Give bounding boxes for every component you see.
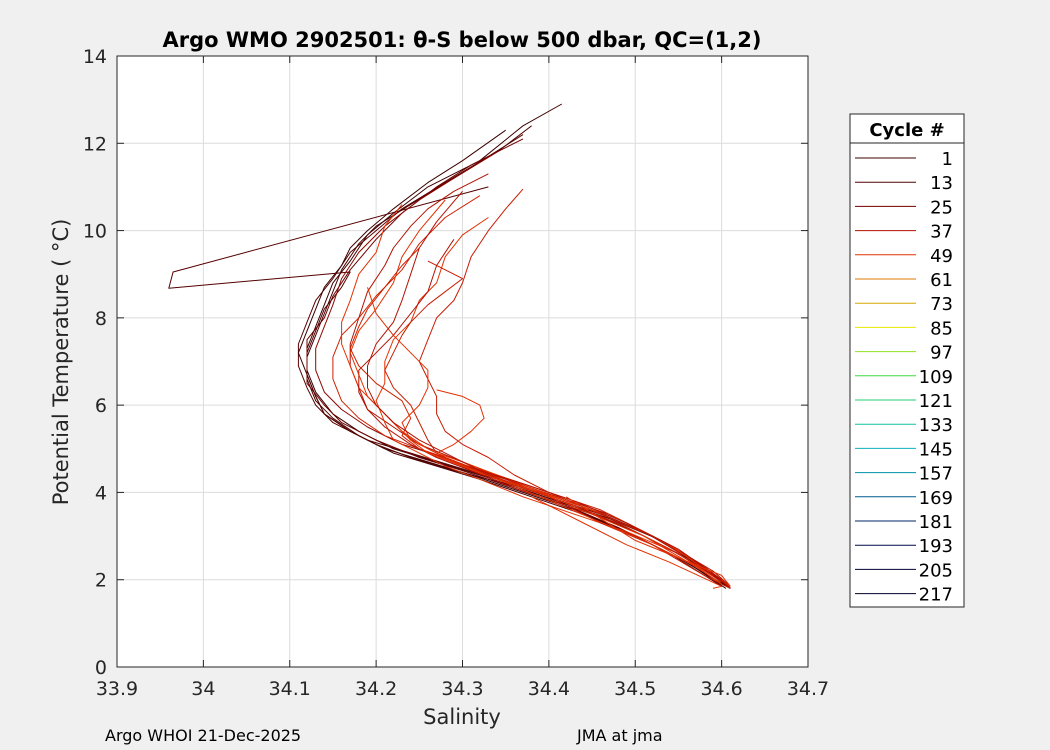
series-line — [375, 217, 722, 585]
x-ticks: 33.9 34 34.1 34.2 34.3 34.4 34.5 34.6 34.7 — [96, 56, 829, 700]
y-tick-label: 4 — [95, 482, 107, 504]
x-tick-label: 34.2 — [355, 678, 397, 700]
legend-label: 97 — [930, 343, 953, 364]
chart-title: Argo WMO 2902501: θ-S below 500 dbar, QC… — [163, 28, 762, 52]
x-tick-label: 34.5 — [614, 678, 656, 700]
legend-label: 121 — [919, 391, 953, 412]
footer-source: Argo WHOI 21-Dec-2025 — [105, 726, 301, 745]
legend-label: 85 — [930, 318, 953, 339]
legend-label: 217 — [919, 585, 953, 606]
y-tick-label: 8 — [95, 308, 107, 330]
series-line — [358, 239, 722, 581]
y-tick-label: 6 — [95, 395, 107, 417]
legend-label: 25 — [930, 197, 953, 218]
data-series — [168, 103, 731, 589]
legend-label: 169 — [919, 488, 953, 509]
legend: Cycle # 1 13 25 37 49 61 73 85 97 109 121 133 145 157… — [849, 113, 965, 608]
x-tick-label: 34.4 — [528, 678, 570, 700]
legend-label: 49 — [930, 246, 953, 267]
y-tick-label: 0 — [95, 657, 107, 679]
series-line — [349, 247, 722, 583]
y-tick-label: 2 — [95, 570, 107, 592]
x-tick-label: 34 — [191, 678, 215, 700]
y-tick-label: 14 — [83, 46, 107, 68]
series-line — [332, 195, 731, 587]
x-tick-label: 34.7 — [787, 678, 829, 700]
legend-label: 205 — [919, 560, 953, 581]
legend-label: 157 — [919, 464, 953, 485]
legend-label: 37 — [930, 222, 953, 243]
footer-credit: JMA at jma — [576, 726, 663, 745]
y-ticks: 0 2 4 6 8 10 12 14 — [83, 46, 808, 679]
legend-label: 1 — [942, 149, 953, 170]
legend-label: 193 — [919, 536, 953, 557]
series-line — [418, 188, 731, 588]
series-line — [367, 190, 722, 581]
x-tick-label: 33.9 — [96, 678, 138, 700]
legend-label: 133 — [919, 415, 953, 436]
legend-title: Cycle # — [869, 120, 944, 141]
legend-label: 73 — [930, 294, 953, 315]
y-axis-label: Potential Temperature ( °C) — [49, 219, 73, 506]
x-tick-label: 34.6 — [700, 678, 742, 700]
legend-label: 181 — [919, 512, 953, 533]
series-line — [531, 496, 723, 589]
y-tick-label: 10 — [83, 221, 107, 243]
x-tick-label: 34.3 — [441, 678, 483, 700]
series-line — [565, 496, 731, 587]
legend-label: 61 — [930, 270, 953, 291]
legend-label: 145 — [919, 439, 953, 460]
legend-entries: 1 13 25 37 49 61 73 85 97 109 121 133 145 157 169 181 19… — [855, 149, 953, 606]
x-tick-label: 34.1 — [269, 678, 311, 700]
y-tick-label: 12 — [83, 133, 107, 155]
legend-label: 109 — [919, 367, 953, 388]
x-axis-label: Salinity — [423, 705, 501, 729]
legend-label: 13 — [930, 173, 953, 194]
legend-box — [849, 113, 965, 608]
